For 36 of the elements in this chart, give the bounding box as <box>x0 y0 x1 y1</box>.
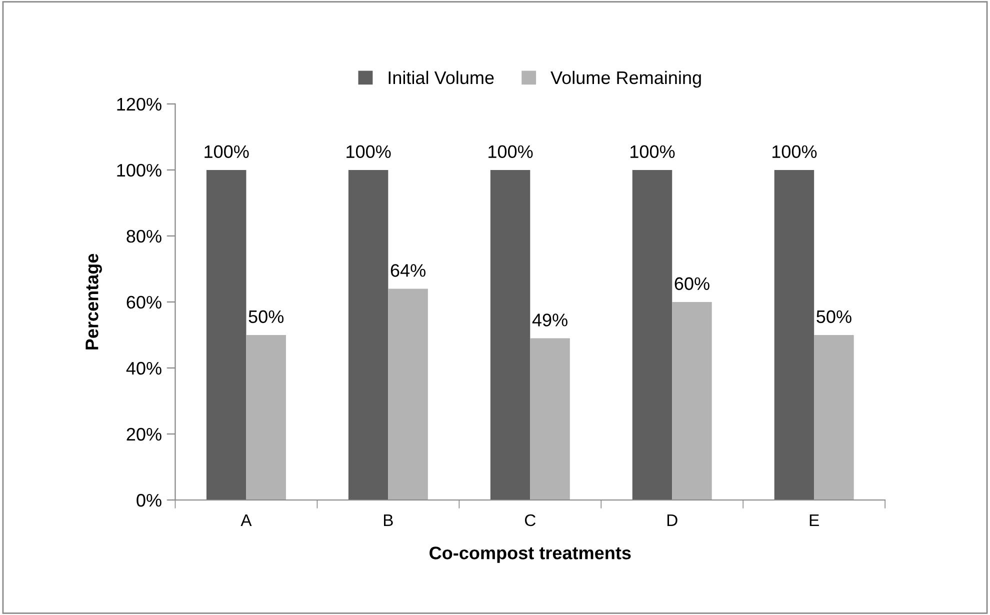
bar <box>814 334 854 500</box>
legend-label: Volume Remaining <box>550 70 701 88</box>
bar <box>774 170 814 500</box>
data-label: 100% <box>488 145 533 158</box>
y-tick-label: 100% <box>117 164 162 177</box>
data-label: 64% <box>390 264 426 277</box>
y-tick-label: 80% <box>126 230 162 243</box>
y-axis-title: Percentage <box>86 254 102 350</box>
data-label: 50% <box>816 310 852 324</box>
bar <box>530 338 570 500</box>
y-tick-label: 60% <box>126 296 162 309</box>
bar <box>206 170 246 500</box>
bar <box>490 170 530 500</box>
bar <box>348 170 388 500</box>
data-label: 100% <box>204 145 249 158</box>
x-tick-label: C <box>524 514 536 526</box>
y-tick-label: 120% <box>117 98 162 111</box>
x-axis-title: Co-compost treatments <box>430 546 631 563</box>
x-tick-label: D <box>667 514 678 526</box>
y-tick-label: 0% <box>136 494 162 507</box>
y-tick-label: 20% <box>126 428 162 441</box>
bar <box>672 302 712 500</box>
data-label: 60% <box>674 277 710 290</box>
x-tick-label: E <box>810 514 819 526</box>
bar <box>632 170 672 500</box>
data-label: 50% <box>248 310 284 324</box>
data-label: 100% <box>772 145 817 158</box>
x-tick-label: B <box>384 514 393 526</box>
data-label: 100% <box>630 145 675 158</box>
bar <box>246 334 286 500</box>
bar <box>388 288 428 500</box>
data-label: 100% <box>346 145 391 158</box>
x-tick-label: A <box>240 514 252 526</box>
y-tick-label: 40% <box>126 362 162 375</box>
legend-label: Initial Volume <box>388 70 494 84</box>
data-label: 49% <box>532 314 568 326</box>
